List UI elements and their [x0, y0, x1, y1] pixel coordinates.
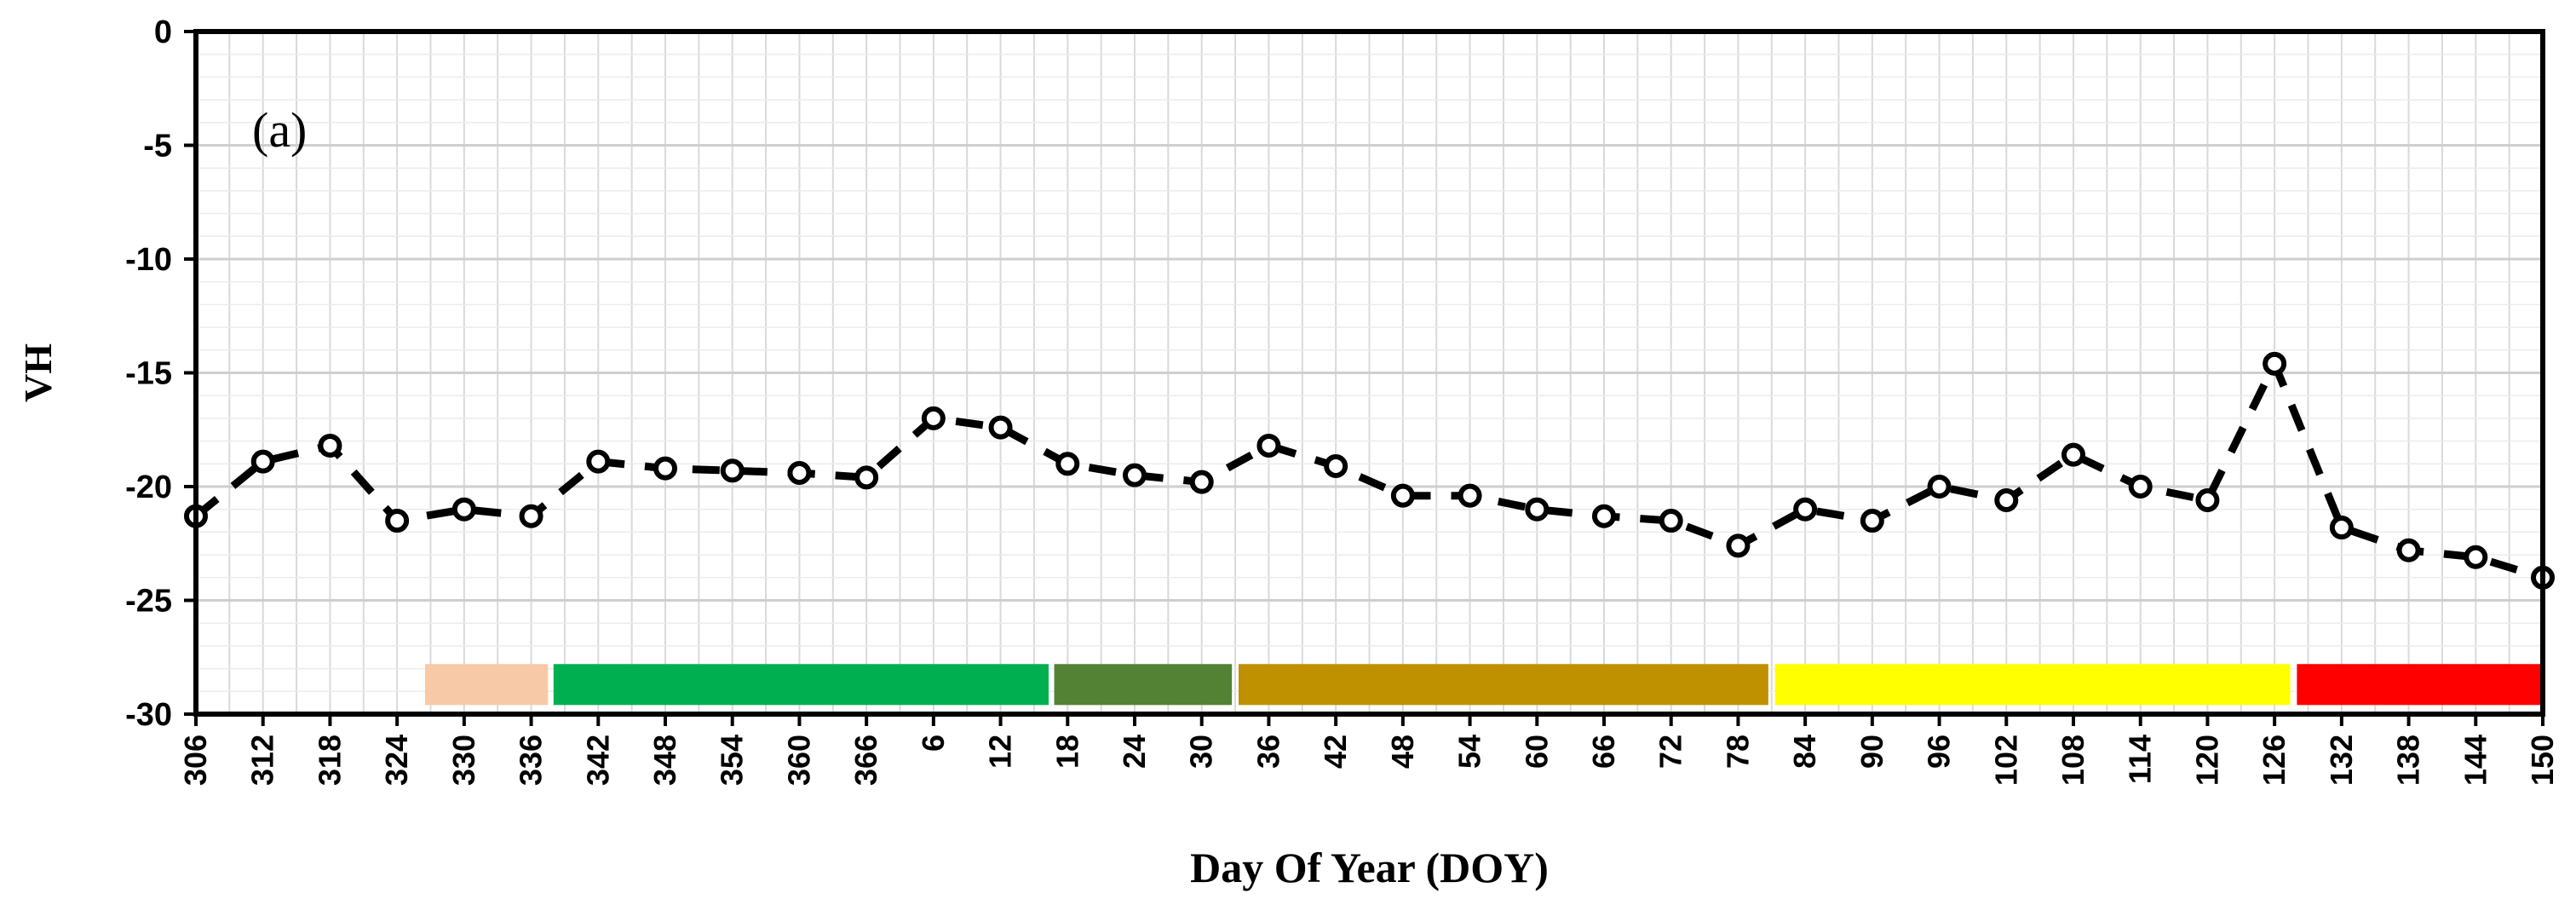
x-tick-label: 18 [1049, 735, 1084, 769]
y-tick-label: -30 [125, 697, 172, 733]
x-tick-label: 60 [1519, 735, 1554, 769]
x-tick-label: 150 [2525, 735, 2560, 786]
data-point [1860, 509, 1884, 533]
x-tick-label: 54 [1452, 735, 1487, 769]
phase-bar [553, 664, 1049, 706]
data-point [2061, 442, 2085, 467]
data-point [586, 449, 611, 474]
x-tick-label: 42 [1318, 735, 1353, 769]
data-point [2195, 488, 2220, 513]
x-tick-label: 138 [2391, 735, 2426, 786]
x-tick-label: 336 [514, 735, 549, 786]
x-tick-label: 102 [1988, 735, 2023, 786]
x-tick-label: 96 [1922, 735, 1957, 769]
data-point [653, 456, 677, 481]
x-tick-label: 6 [916, 735, 951, 752]
x-tick-label: 84 [1787, 735, 1822, 769]
data-point [1189, 470, 1214, 494]
y-tick-label: -10 [125, 242, 172, 278]
data-point [1390, 483, 1415, 508]
x-tick-label: 30 [1184, 735, 1219, 769]
phase-bar [2297, 664, 2543, 706]
data-point [1123, 463, 1147, 487]
x-tick-label: 36 [1251, 735, 1285, 769]
x-tick-label: 348 [647, 735, 682, 786]
x-tick-label: 366 [848, 735, 883, 786]
x-tick-label: 12 [983, 735, 1018, 769]
x-tick-label: 24 [1117, 735, 1152, 769]
data-point [854, 465, 879, 490]
data-point [1592, 504, 1616, 528]
gridlines [195, 30, 2544, 716]
x-tick-label: 324 [379, 735, 414, 786]
data-point [250, 449, 275, 474]
data-point [720, 458, 745, 483]
phase-bar [1054, 664, 1233, 706]
data-point [1927, 475, 1952, 499]
x-tick-label: 114 [2123, 735, 2158, 784]
panel-label: (a) [252, 102, 307, 158]
phase-bar [1774, 664, 2291, 706]
x-tick-label: 78 [1720, 735, 1755, 769]
data-point [2396, 538, 2421, 562]
data-point [988, 415, 1013, 440]
y-tick-label: -25 [125, 584, 172, 620]
data-point [2128, 475, 2153, 499]
data-point [1256, 433, 1281, 458]
y-tick-label: -15 [125, 356, 172, 392]
x-tick-label: 126 [2257, 735, 2291, 786]
x-tick-label: 360 [781, 735, 816, 786]
data-point [2464, 545, 2488, 569]
data-point [451, 497, 476, 522]
x-tick-label: 306 [178, 735, 213, 786]
x-tick-label: 318 [312, 735, 347, 786]
x-tick-label: 48 [1385, 735, 1420, 769]
data-point [921, 406, 946, 430]
data-point [1458, 483, 1482, 508]
data-point [1659, 509, 1683, 533]
y-tick-label: -20 [125, 470, 172, 505]
x-tick-label: 108 [2056, 735, 2090, 786]
y-axis-ticks: 0 -5 -10 -15 -20 -25 -30 [125, 14, 196, 733]
data-point [1793, 497, 1818, 522]
data-point [2263, 351, 2287, 376]
series-group [184, 351, 2555, 590]
y-axis-title: VH [16, 343, 60, 402]
data-point [385, 509, 410, 533]
x-tick-label: 120 [2189, 735, 2224, 786]
x-tick-label: 72 [1653, 735, 1688, 769]
data-point [2329, 516, 2354, 540]
data-point [519, 504, 543, 528]
data-point [1324, 453, 1348, 478]
y-tick-label: -5 [143, 129, 172, 164]
data-point [318, 433, 342, 458]
x-tick-label: 342 [580, 735, 615, 786]
phase-bar [424, 664, 549, 706]
x-tick-label: 354 [715, 735, 750, 786]
x-axis-ticks: 306 312 318 324 330 336 342 348 354 360 366 6 12 18 24… [178, 714, 2560, 786]
data-point [787, 460, 812, 485]
x-axis-title: Day Of Year (DOY) [1190, 844, 1549, 891]
x-tick-label: 90 [1854, 735, 1889, 769]
data-point [1525, 497, 1550, 522]
phase-bars [424, 664, 2543, 706]
x-tick-label: 66 [1586, 735, 1621, 769]
data-point [1726, 533, 1751, 558]
x-tick-label: 144 [2458, 735, 2493, 786]
y-tick-label: 0 [154, 14, 172, 50]
data-point [1055, 452, 1080, 476]
x-tick-label: 312 [245, 735, 280, 786]
series-line [193, 360, 2544, 582]
x-tick-label: 330 [446, 735, 481, 786]
phase-bar [1239, 664, 1768, 706]
x-tick-label: 132 [2324, 735, 2359, 786]
data-point [1994, 488, 2019, 513]
